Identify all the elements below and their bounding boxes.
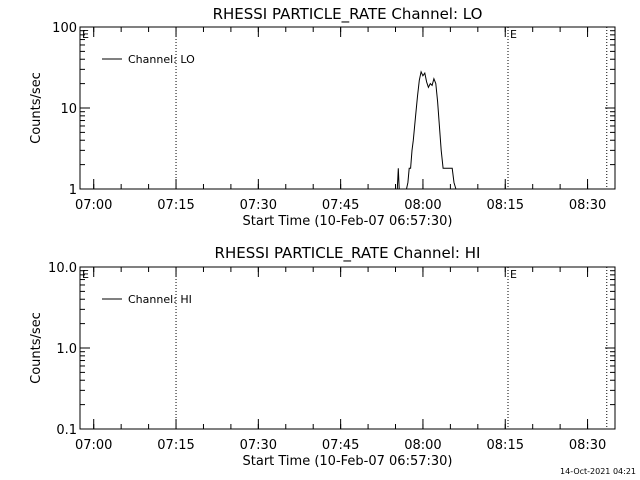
x-tick-label: 07:45 [322,438,359,453]
x-tick-label: 08:15 [487,438,524,453]
x-tick-label: 07:30 [240,198,277,213]
x-axis-label: Start Time (10-Feb-07 06:57:30) [243,214,453,229]
plot-frame [79,26,616,190]
corner-label: E [82,28,89,41]
legend-label: Channel: LO [128,53,195,66]
y-tick-label: 100 [52,21,77,36]
x-tick-label: 07:30 [240,438,277,453]
x-tick-label: 08:30 [569,198,606,213]
y-tick-label: 10 [60,102,77,117]
y-tick-label: 1 [69,183,77,198]
x-tick-label: 07:15 [157,198,194,213]
y-axis-label: Counts/sec [29,72,44,144]
series-line [396,70,457,190]
chart-title: RHESSI PARTICLE_RATE Channel: LO [213,5,483,24]
event-marker-label: E [510,28,517,41]
x-axis-label: Start Time (10-Feb-07 06:57:30) [243,454,453,469]
x-tick-label: 08:30 [569,438,606,453]
footer-timestamp: 14-Oct-2021 04:21 [560,467,636,476]
y-tick-label: 0.1 [56,423,77,438]
x-tick-label: 08:00 [404,438,441,453]
corner-label: E [82,268,89,281]
x-tick-label: 07:00 [75,438,112,453]
x-tick-label: 08:15 [487,198,524,213]
y-axis-label: Counts/sec [29,312,44,384]
chart-title: RHESSI PARTICLE_RATE Channel: HI [215,244,481,263]
event-marker-label: E [510,268,517,281]
y-tick-label: 1.0 [56,342,77,357]
x-tick-label: 07:45 [322,198,359,213]
legend-label: Channel: HI [128,293,192,306]
y-tick-label: 10.0 [48,261,77,276]
x-tick-label: 07:15 [157,438,194,453]
plot-frame [79,266,616,430]
x-tick-label: 07:00 [75,198,112,213]
x-tick-label: 08:00 [404,198,441,213]
